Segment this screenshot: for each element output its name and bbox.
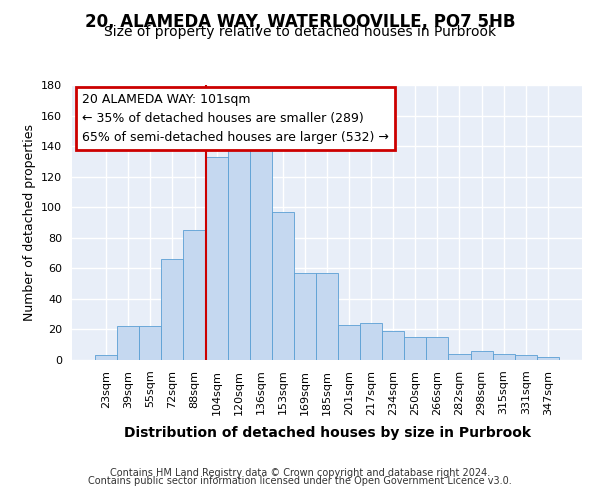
Text: 20, ALAMEDA WAY, WATERLOOVILLE, PO7 5HB: 20, ALAMEDA WAY, WATERLOOVILLE, PO7 5HB <box>85 12 515 30</box>
Text: Size of property relative to detached houses in Purbrook: Size of property relative to detached ho… <box>104 25 496 39</box>
Bar <box>360 324 382 360</box>
Bar <box>95 356 117 360</box>
Bar <box>227 143 250 360</box>
Bar <box>294 273 316 360</box>
Bar <box>338 325 360 360</box>
Text: Distribution of detached houses by size in Purbrook: Distribution of detached houses by size … <box>124 426 530 440</box>
Bar <box>139 326 161 360</box>
Bar <box>161 259 184 360</box>
Text: 20 ALAMEDA WAY: 101sqm
← 35% of detached houses are smaller (289)
65% of semi-de: 20 ALAMEDA WAY: 101sqm ← 35% of detached… <box>82 93 389 144</box>
Bar <box>272 212 294 360</box>
Bar <box>117 326 139 360</box>
Bar <box>184 230 206 360</box>
Bar <box>404 337 427 360</box>
Bar <box>470 351 493 360</box>
Bar <box>515 356 537 360</box>
Bar <box>427 337 448 360</box>
Bar <box>316 273 338 360</box>
Bar <box>537 357 559 360</box>
Y-axis label: Number of detached properties: Number of detached properties <box>23 124 35 321</box>
Text: Contains HM Land Registry data © Crown copyright and database right 2024.: Contains HM Land Registry data © Crown c… <box>110 468 490 477</box>
Bar <box>250 131 272 360</box>
Bar <box>448 354 470 360</box>
Bar <box>206 157 227 360</box>
Bar <box>382 331 404 360</box>
Text: Contains public sector information licensed under the Open Government Licence v3: Contains public sector information licen… <box>88 476 512 486</box>
Bar <box>493 354 515 360</box>
